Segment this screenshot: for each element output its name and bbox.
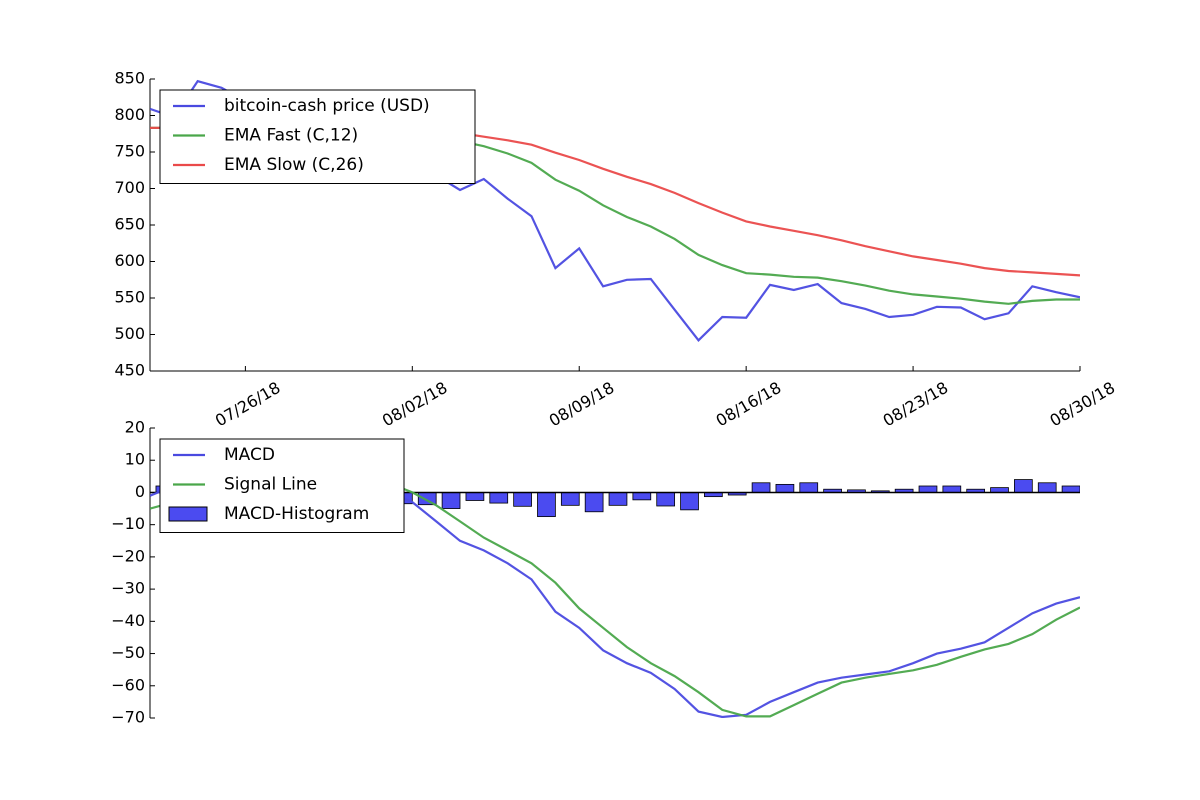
histogram-bar	[799, 482, 819, 493]
y-tick-label: 750	[114, 142, 145, 161]
y-tick-label: 800	[114, 105, 145, 124]
x-tick-label: 08/09/18	[546, 378, 618, 430]
histogram-bar	[584, 492, 604, 513]
histogram-bar	[632, 492, 652, 501]
legend-label: EMA Slow (C,26)	[224, 155, 364, 175]
y-tick-label: 450	[114, 361, 145, 380]
legend-box	[159, 89, 476, 184]
legend-label: MACD	[224, 445, 275, 465]
histogram-bar	[441, 492, 461, 509]
histogram-bar	[560, 492, 580, 506]
histogram-bar	[608, 492, 628, 506]
legend-label: EMA Fast (C,12)	[224, 126, 358, 146]
y-tick-label: −70	[111, 708, 145, 727]
histogram-bar	[1037, 482, 1057, 493]
y-tick-label: −40	[111, 611, 145, 630]
y-tick-label: −20	[111, 546, 145, 565]
histogram-bar	[918, 485, 938, 493]
histogram-bar	[942, 485, 962, 493]
y-tick-label: 650	[114, 215, 145, 234]
y-tick-label: −50	[111, 643, 145, 662]
x-tick-label: 07/26/18	[212, 378, 284, 430]
legend-label: bitcoin-cash price (USD)	[224, 96, 430, 116]
y-tick-label: 0	[135, 482, 145, 501]
histogram-bar	[537, 492, 556, 518]
y-tick-label: 550	[114, 288, 145, 307]
y-tick-label: 500	[114, 324, 145, 343]
y-tick-label: 10	[125, 450, 145, 469]
x-tick-label: 08/30/18	[1047, 378, 1119, 430]
x-tick-label: 08/23/18	[880, 378, 952, 430]
histogram-bar	[513, 492, 532, 507]
histogram-bar	[775, 483, 795, 493]
y-tick-label: 600	[114, 251, 145, 270]
histogram-bar	[680, 492, 699, 511]
y-tick-label: −30	[111, 579, 145, 598]
legend: bitcoin-cash price (USD) EMA Fast (C,12) E…	[159, 89, 476, 184]
histogram-bar	[656, 492, 676, 507]
legend: MACD Signal Line MACD-Histogram	[159, 438, 405, 533]
legend-label: MACD-Histogram	[224, 504, 369, 524]
histogram-bar	[150, 483, 151, 493]
y-tick-label: 20	[125, 418, 145, 437]
y-tick-label: −60	[111, 675, 145, 694]
legend-swatch	[168, 506, 208, 522]
legend-label: Signal Line	[224, 475, 317, 495]
histogram-bar	[1014, 479, 1033, 493]
y-tick-label: −10	[111, 514, 145, 533]
x-tick-label: 08/02/18	[379, 378, 451, 430]
histogram-bar	[489, 492, 509, 504]
histogram-bar	[1061, 485, 1080, 493]
histogram-bar	[465, 492, 485, 501]
y-tick-label: 850	[114, 69, 145, 88]
histogram-bar	[751, 482, 771, 493]
x-tick-label: 08/16/18	[713, 378, 785, 430]
y-tick-label: 700	[114, 178, 145, 197]
